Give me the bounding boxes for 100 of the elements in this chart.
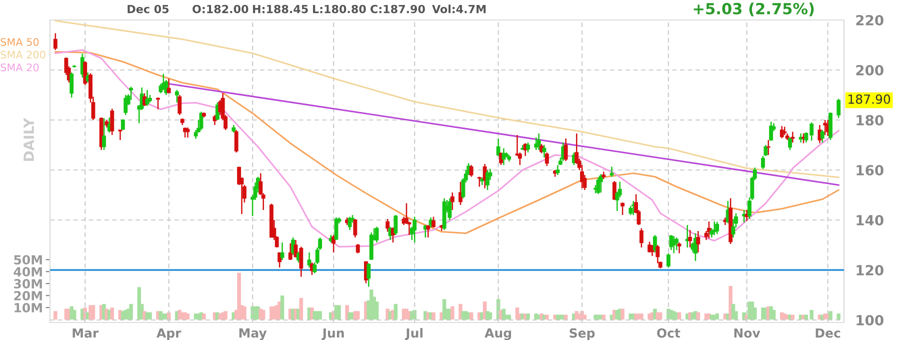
bar xyxy=(186,314,190,320)
text: H:188.45 xyxy=(253,4,308,14)
x-tick-label: Mar xyxy=(72,328,99,338)
x-tick-label: Jun xyxy=(322,328,344,340)
candlestick xyxy=(674,236,679,251)
bar xyxy=(356,311,360,320)
annotation: 187.90 xyxy=(848,94,890,104)
bar xyxy=(469,312,474,320)
candlestick xyxy=(639,228,644,248)
text: C:187.90 xyxy=(370,4,425,14)
candlestick xyxy=(544,152,549,167)
candlestick xyxy=(353,218,358,238)
candlestick xyxy=(536,132,541,151)
y2-tick-label: 50M xyxy=(14,255,42,265)
bar xyxy=(715,314,719,320)
candlestick xyxy=(234,129,238,154)
x-tick-label: Nov xyxy=(734,328,760,338)
bar xyxy=(582,314,587,320)
bar xyxy=(337,305,341,320)
candlestick xyxy=(469,164,474,178)
bar xyxy=(507,314,512,320)
series-label: SMA 20 xyxy=(0,63,39,72)
candlestick xyxy=(556,164,560,176)
y2-tick-label: 10M xyxy=(14,302,42,312)
candlestick xyxy=(178,94,182,116)
bar xyxy=(261,310,266,320)
candlestick xyxy=(677,242,682,254)
candlestick xyxy=(129,86,133,101)
text: +5.03 (2.75%) xyxy=(694,2,814,16)
candlestick xyxy=(652,234,657,254)
candlestick xyxy=(666,252,670,268)
y-tick-label: 100 xyxy=(856,314,884,326)
y-tick-label: 200 xyxy=(856,64,884,76)
candlestick xyxy=(118,129,122,141)
x-tick-label: May xyxy=(239,328,267,340)
bar xyxy=(790,314,795,320)
bar xyxy=(148,312,152,320)
y-tick-label: 140 xyxy=(856,214,884,226)
y2-tick-label: 20M xyxy=(14,291,42,300)
candlestick xyxy=(124,94,128,116)
x-tick-label: Sep xyxy=(570,328,595,340)
bar xyxy=(620,308,624,320)
x-tick-label: Aug xyxy=(484,328,512,340)
text: Vol:4.7M xyxy=(432,4,486,14)
candlestick xyxy=(174,89,179,104)
y-tick-label: 220 xyxy=(856,14,884,26)
x-tick-label: Apr xyxy=(156,328,182,340)
bar xyxy=(564,314,568,320)
candlestick xyxy=(526,142,530,154)
y-tick-label: 120 xyxy=(856,264,884,276)
candlestick xyxy=(156,96,160,110)
y-tick-label: 180 xyxy=(856,114,884,126)
candlestick xyxy=(761,155,765,170)
candlestick xyxy=(496,138,500,157)
bar xyxy=(658,312,662,320)
candlestick xyxy=(102,118,106,151)
bar xyxy=(696,312,700,320)
bar xyxy=(526,314,530,320)
y2-tick-label: 40M xyxy=(14,267,42,277)
text: Dec 05 xyxy=(128,4,169,14)
bar xyxy=(602,314,606,320)
candlestick xyxy=(394,214,398,236)
bar xyxy=(202,314,206,320)
bar xyxy=(488,312,492,320)
candlestick xyxy=(366,262,371,288)
bar xyxy=(677,312,682,320)
series-label: SMA 50 xyxy=(0,38,39,46)
bar xyxy=(237,272,241,320)
candlestick xyxy=(820,129,824,144)
bar xyxy=(412,310,416,320)
candlestick xyxy=(386,218,390,232)
bar xyxy=(450,306,454,320)
candlestick xyxy=(598,173,603,194)
candlestick xyxy=(688,229,692,248)
bar xyxy=(836,314,840,320)
bar xyxy=(432,312,436,320)
candlestick xyxy=(764,144,768,157)
candlestick xyxy=(356,243,360,254)
candlestick xyxy=(715,221,720,235)
bar xyxy=(394,304,398,320)
x-tick-label: Jul xyxy=(404,328,422,340)
candlestick xyxy=(610,166,614,178)
bar xyxy=(545,314,549,320)
candlestick xyxy=(823,119,828,136)
bar xyxy=(129,304,133,320)
candlestick xyxy=(450,192,454,211)
y-tick-label: 160 xyxy=(856,164,884,176)
candlestick xyxy=(836,98,841,119)
candlestick xyxy=(620,202,625,216)
bar xyxy=(224,311,228,320)
text: L:180.80 xyxy=(313,4,366,14)
bar xyxy=(299,298,304,320)
candlestick xyxy=(332,234,336,254)
y2-tick-label: 30M xyxy=(14,279,42,288)
bar xyxy=(242,306,246,320)
candlestick xyxy=(412,216,417,244)
candlestick xyxy=(696,230,700,254)
text: SMA 200 xyxy=(0,50,46,59)
bar xyxy=(772,310,776,320)
text: O:182.00 xyxy=(192,4,248,14)
